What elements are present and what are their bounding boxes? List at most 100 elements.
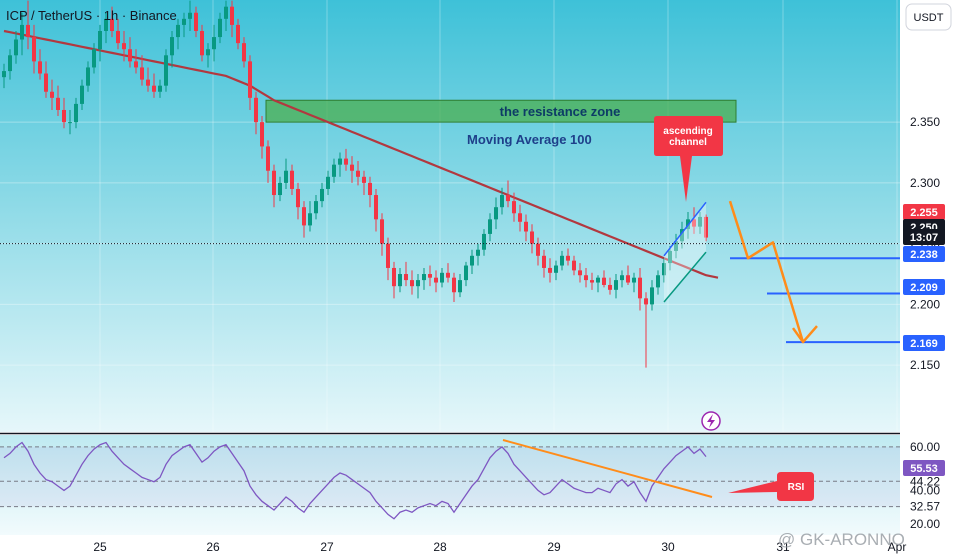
candle (194, 6, 198, 38)
lightning-icon[interactable] (701, 411, 721, 431)
candle (554, 260, 558, 281)
candle-body (632, 277, 636, 283)
candle-body (68, 122, 72, 124)
rsi-tick-label: 60.00 (910, 440, 940, 454)
candle-body (116, 30, 120, 44)
candle (80, 79, 84, 110)
price-tick-label: 2.150 (910, 358, 940, 372)
candle-body (464, 265, 468, 281)
candle-body (692, 219, 696, 227)
candle-body (368, 182, 372, 196)
candle-body (638, 277, 642, 299)
candle (362, 170, 366, 196)
candle (398, 267, 402, 293)
candle-body (548, 267, 552, 273)
candle-body (74, 103, 78, 123)
watermark: @ GK-ARONNO (778, 530, 905, 549)
candle-body (80, 85, 84, 104)
candle (38, 49, 42, 80)
candle (14, 30, 18, 64)
price-label-text: 2.169 (910, 338, 938, 350)
price-label: 2.255 (903, 204, 945, 220)
candle (266, 140, 270, 183)
candle-body (470, 255, 474, 266)
candle-body (266, 146, 270, 171)
candle-body (332, 164, 336, 177)
candle (566, 248, 570, 266)
candle (230, 0, 234, 38)
candle (152, 73, 156, 98)
candle (578, 263, 582, 283)
candle-body (536, 243, 540, 256)
candle-body (416, 280, 420, 287)
candle (32, 24, 36, 74)
candle (128, 37, 132, 68)
svg-text:55.53: 55.53 (910, 463, 938, 475)
candle (368, 176, 372, 208)
candle (74, 97, 78, 129)
candle-body (128, 49, 132, 62)
candle-body (254, 97, 258, 123)
candle (518, 204, 522, 232)
candle (44, 61, 48, 98)
candle (392, 261, 396, 299)
candle-body (86, 67, 90, 86)
candle-body (380, 219, 384, 244)
price-label: 2.209 (903, 279, 945, 295)
candle (374, 188, 378, 232)
candle (308, 201, 312, 232)
candle-body (446, 272, 450, 278)
candle (470, 249, 474, 275)
candle-body (290, 170, 294, 189)
time-tick-label: 26 (206, 540, 220, 554)
candle (512, 192, 516, 222)
currency-button[interactable]: USDT (905, 3, 952, 31)
time-tick-label: 28 (433, 540, 447, 554)
symbol-header[interactable]: ICP / TetherUS · 1h · Binance (6, 8, 177, 23)
ascending-channel (663, 201, 707, 303)
candle-body (650, 287, 654, 305)
candle-body (518, 213, 522, 222)
candle-body (326, 176, 330, 189)
candle-body (248, 61, 252, 98)
candle-body (284, 170, 288, 183)
candle (182, 12, 186, 38)
ma-line (3, 29, 719, 279)
candle-body (14, 39, 18, 56)
candle (338, 152, 342, 177)
candle (176, 18, 180, 50)
price-tick-label: 2.200 (910, 297, 940, 311)
candle (260, 116, 264, 159)
candle (608, 277, 612, 295)
candle-body (62, 109, 66, 123)
candle-body (308, 213, 312, 226)
candle (314, 195, 318, 220)
candle (248, 55, 252, 110)
channel-label-line2: channel (669, 137, 707, 148)
candle-body (218, 18, 222, 38)
candle (236, 18, 240, 50)
candle-body (560, 255, 564, 266)
candle (488, 213, 492, 242)
candle-body (20, 24, 24, 40)
candle (224, 0, 228, 31)
candle-body (2, 71, 6, 78)
candle-body (314, 201, 318, 214)
candle-body (158, 85, 162, 92)
candle (302, 201, 306, 238)
candle (332, 158, 336, 183)
candle (50, 79, 54, 110)
rsi-line (3, 441, 707, 520)
candle (548, 258, 552, 283)
candle-body (362, 176, 366, 183)
candle-body (596, 277, 600, 283)
candle (698, 212, 702, 234)
candle (242, 37, 246, 68)
candle (452, 272, 456, 302)
time-tick-label: 27 (320, 540, 334, 554)
candle (536, 237, 540, 266)
candle-body (242, 43, 246, 62)
candle (254, 91, 258, 135)
